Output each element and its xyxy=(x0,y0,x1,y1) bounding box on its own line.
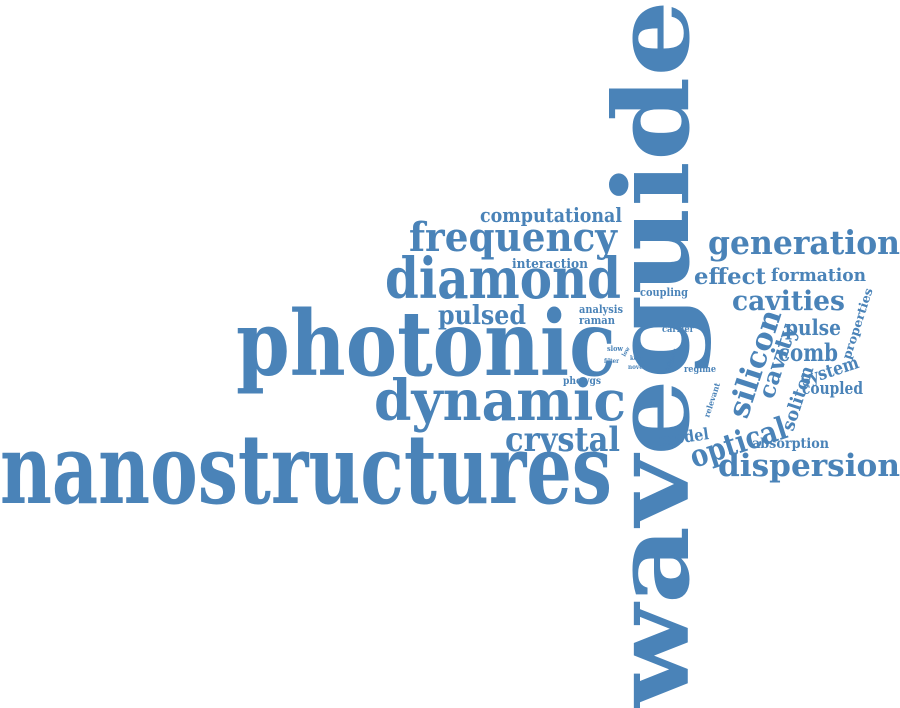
word-coupled: coupled xyxy=(802,379,863,399)
word-comb: comb xyxy=(778,338,838,367)
word-raman: raman xyxy=(579,314,615,327)
word-carrier: carrier xyxy=(662,325,694,335)
word-generation: generation xyxy=(708,223,900,262)
word-absorption: absorption xyxy=(752,436,829,452)
word-analysis: analysis xyxy=(579,303,623,316)
word-cavities: cavities xyxy=(732,286,845,317)
word-kerr: kerr xyxy=(630,355,644,362)
word-light: light xyxy=(663,357,674,373)
word-regime: regime xyxy=(684,365,716,375)
word-novel: novel xyxy=(628,364,646,371)
word-crystal: crystal xyxy=(505,420,620,460)
word-nanostructures: nanostructures xyxy=(0,413,612,526)
word-pulsed: pulsed xyxy=(438,301,526,331)
word-low: low xyxy=(621,345,632,358)
word-pulse: pulse xyxy=(785,315,841,340)
word-filter: filter xyxy=(604,358,620,365)
word-effect: effect xyxy=(694,264,767,290)
word-dynamic: dynamic xyxy=(374,368,626,434)
word-slow: slow xyxy=(607,344,624,353)
word-phcwgs: phcwgs xyxy=(563,376,601,387)
word-computational: computational xyxy=(480,203,622,227)
word-formation: formation xyxy=(771,265,866,286)
word-interaction: interaction xyxy=(512,257,589,272)
word-frequency: frequency xyxy=(409,214,619,261)
word-dispersion: dispersion xyxy=(718,448,900,484)
word-waveguide: waveguide xyxy=(590,0,713,708)
word-diamond: diamond xyxy=(385,246,621,312)
word-photonic: photonic xyxy=(236,291,616,397)
word-coupling: coupling xyxy=(640,286,688,299)
